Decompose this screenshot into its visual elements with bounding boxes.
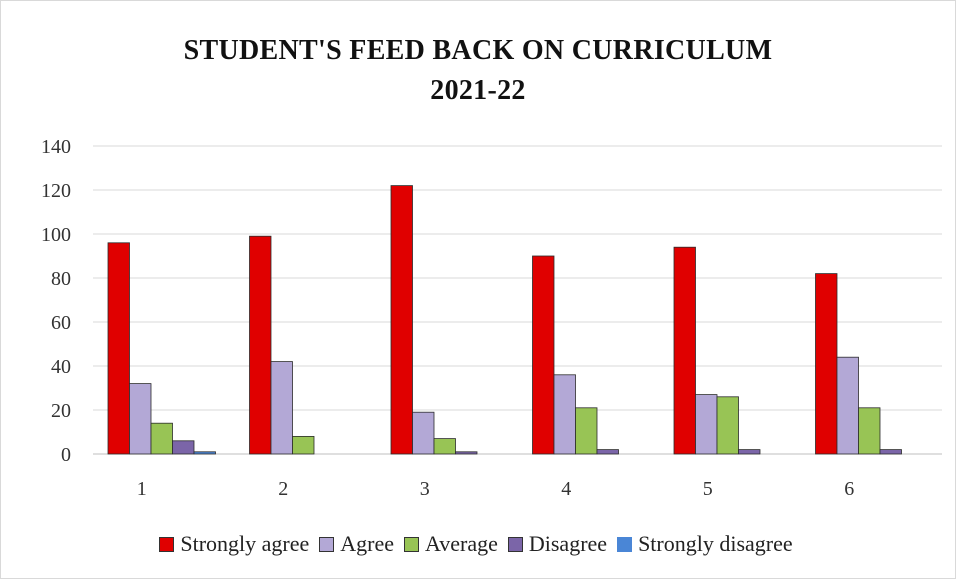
legend-label: Strongly disagree xyxy=(638,531,793,556)
bar-disagree-5 xyxy=(738,449,761,455)
legend-item: Strongly agree xyxy=(159,531,309,557)
x-tick-label: 2 xyxy=(278,478,288,500)
legend-swatch xyxy=(617,536,633,552)
x-tick-label: 1 xyxy=(137,478,147,500)
bar-average-5 xyxy=(716,396,739,455)
x-tick-label: 3 xyxy=(420,478,430,500)
bar-agree-2 xyxy=(270,361,293,455)
chart-title-line2: 2021-22 xyxy=(430,75,526,106)
y-tick-label: 80 xyxy=(51,268,71,290)
bar-strongly-agree-1 xyxy=(107,242,130,455)
bar-agree-6 xyxy=(836,356,859,455)
legend-item: Disagree xyxy=(507,531,608,557)
bar-average-1 xyxy=(150,422,173,455)
bar-chart-plot: 0 20 40 60 80 100 120 140 1 2 3 4 5 6 xyxy=(41,136,942,500)
x-tick-label: 5 xyxy=(703,478,713,500)
chart-legend: Strongly agree Agree Average Disagree Strong… xyxy=(1,531,955,557)
chart-title: STUDENT'S FEED BACK ON CURRICULUM 2021-2… xyxy=(1,31,955,111)
legend-label: Agree xyxy=(340,531,394,556)
bar-average-4 xyxy=(575,407,598,455)
legend-swatch xyxy=(319,536,335,552)
legend-item: Average xyxy=(404,531,498,557)
legend-label: Disagree xyxy=(528,531,608,556)
bar-average-2 xyxy=(292,435,315,455)
y-tick-label: 120 xyxy=(41,180,71,202)
bar-strongly-agree-3 xyxy=(390,185,413,455)
bar-strongly-agree-6 xyxy=(815,273,838,455)
y-tick-label: 60 xyxy=(51,312,71,334)
legend-item: Agree xyxy=(319,531,394,557)
x-tick-label: 6 xyxy=(844,478,854,500)
y-tick-label: 40 xyxy=(51,356,71,378)
legend-swatch xyxy=(159,536,175,552)
chart-title-line1: STUDENT'S FEED BACK ON CURRICULUM xyxy=(183,35,773,66)
bar-strongly-agree-2 xyxy=(249,235,272,455)
bar-strongly-agree-5 xyxy=(673,246,696,455)
bar-strongly-disagree-1 xyxy=(193,451,216,455)
y-tick-label: 140 xyxy=(41,136,71,158)
x-tick-label: 4 xyxy=(561,478,571,500)
legend-label: Strongly agree xyxy=(180,531,310,556)
y-tick-label: 0 xyxy=(61,444,71,466)
bar-agree-3 xyxy=(412,411,435,455)
bar-disagree-6 xyxy=(879,449,902,455)
y-tick-label: 20 xyxy=(51,400,71,422)
legend-swatch xyxy=(404,536,419,552)
bar-disagree-3 xyxy=(455,451,478,455)
y-tick-label: 100 xyxy=(41,224,71,246)
bar-average-6 xyxy=(858,407,881,455)
bar-disagree-1 xyxy=(172,440,195,455)
bar-agree-4 xyxy=(553,374,576,455)
bar-average-3 xyxy=(433,438,456,455)
legend-label: Average xyxy=(425,531,498,556)
bar-agree-1 xyxy=(129,383,152,455)
legend-item: Strongly disagree xyxy=(617,531,793,557)
bar-strongly-agree-4 xyxy=(532,255,555,455)
legend-swatch xyxy=(507,536,523,552)
bar-agree-5 xyxy=(695,394,718,455)
bar-disagree-4 xyxy=(596,449,619,455)
